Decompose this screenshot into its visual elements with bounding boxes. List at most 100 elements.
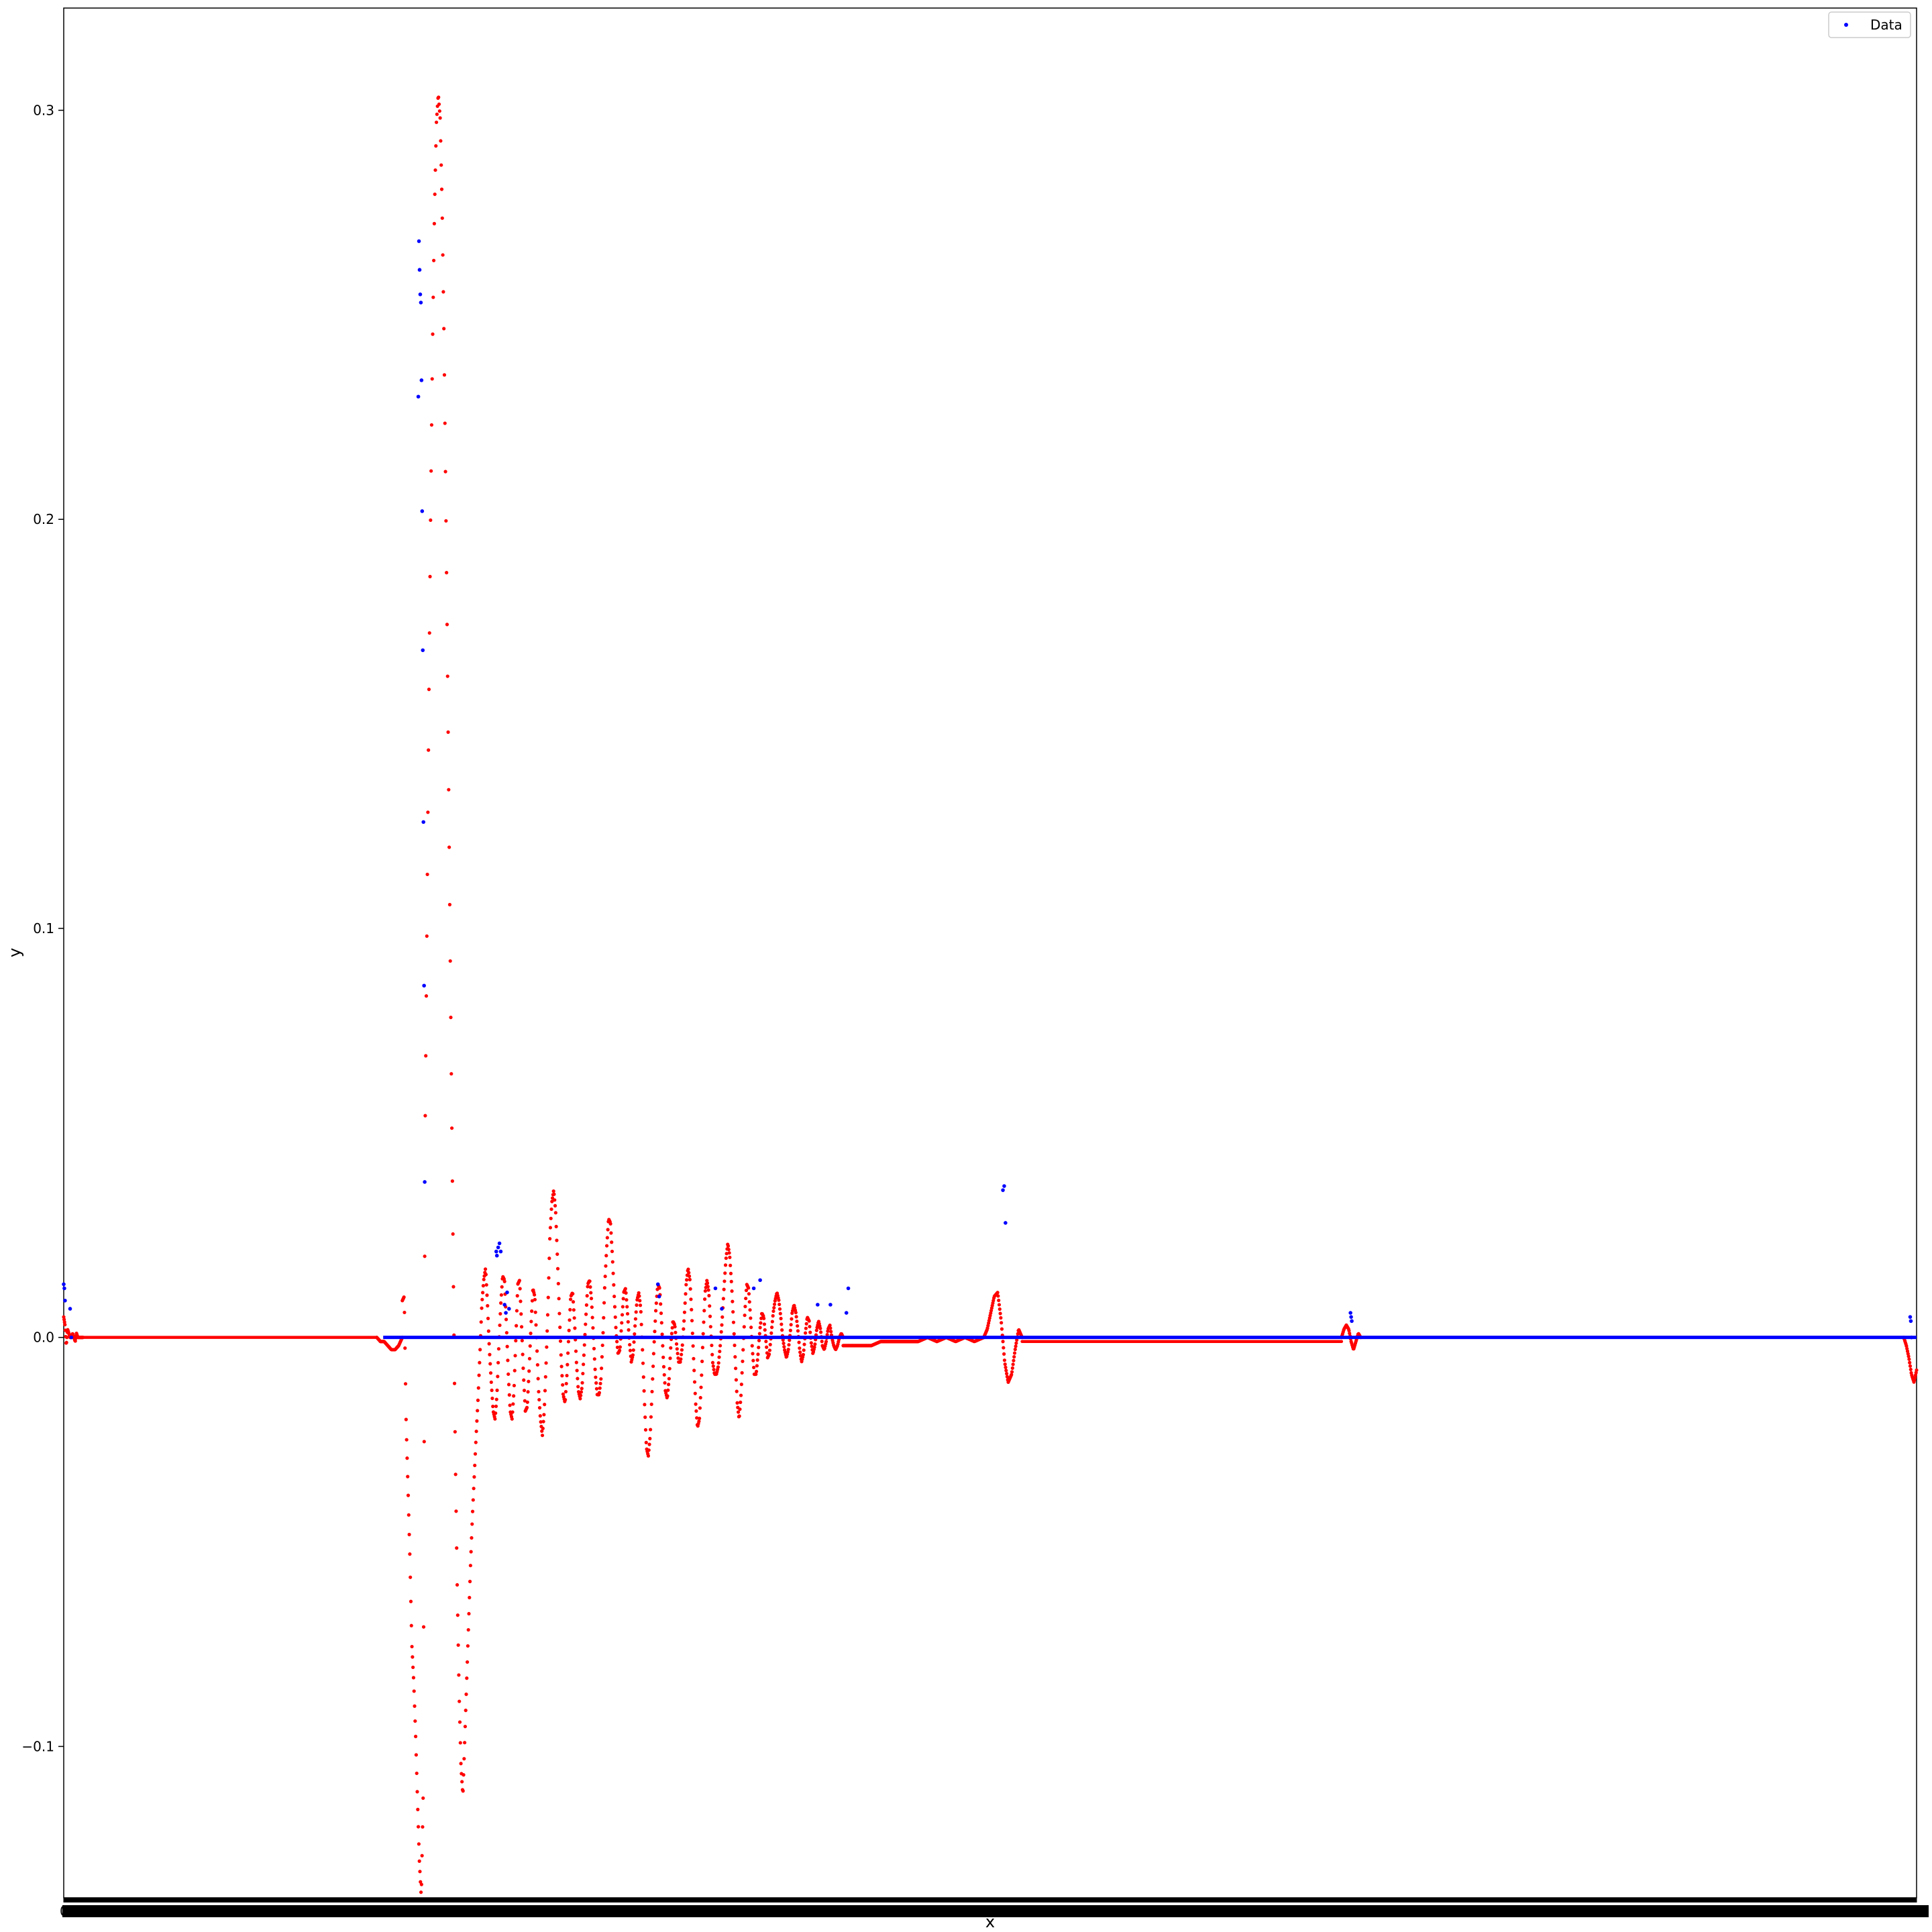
red-series-point — [619, 1329, 623, 1333]
red-series-point — [654, 1301, 658, 1305]
red-series-point — [560, 1374, 564, 1378]
red-series-point — [499, 1293, 504, 1297]
red-series-point — [722, 1279, 727, 1283]
legend-marker — [1844, 23, 1848, 27]
red-series-point — [605, 1236, 609, 1240]
red-series — [62, 95, 1919, 1894]
red-series-point — [535, 1349, 539, 1353]
red-series-point — [428, 574, 432, 579]
red-series-point — [471, 1498, 475, 1502]
red-series-point — [581, 1371, 585, 1376]
red-series-point — [470, 1522, 474, 1526]
red-series-point — [807, 1319, 811, 1323]
data-point — [421, 648, 425, 653]
red-series-point — [812, 1345, 816, 1349]
red-series-point — [625, 1311, 630, 1316]
red-series-point — [710, 1360, 715, 1364]
red-series-point — [536, 1377, 540, 1381]
x-axis-ticks: 0 — [60, 1898, 1929, 1919]
red-series-point — [779, 1316, 783, 1321]
red-series-point — [638, 1303, 643, 1307]
red-series-point — [652, 1340, 656, 1344]
red-series-point — [737, 1414, 741, 1418]
red-series-point — [706, 1288, 710, 1292]
red-series-point — [757, 1338, 761, 1342]
red-series-point — [485, 1293, 489, 1297]
red-series-point — [410, 1644, 414, 1649]
red-series-point — [820, 1340, 824, 1344]
red-series-point — [593, 1367, 597, 1371]
red-series-point — [559, 1364, 564, 1368]
red-series-point — [446, 730, 450, 734]
red-series-point — [669, 1332, 674, 1336]
red-series-point — [601, 1331, 605, 1335]
red-series-point — [668, 1356, 672, 1360]
red-series-point — [758, 1326, 762, 1330]
data-point — [69, 1335, 74, 1340]
red-series-point — [675, 1347, 679, 1351]
red-series-point — [529, 1320, 533, 1324]
red-series-point — [421, 1796, 425, 1801]
red-series-point — [515, 1309, 519, 1313]
red-series-point — [466, 1644, 470, 1648]
red-series-point — [688, 1277, 692, 1282]
red-series-point — [458, 1720, 462, 1724]
red-series-point — [429, 423, 434, 427]
red-series-point — [733, 1355, 737, 1359]
red-series-point — [484, 1283, 488, 1287]
red-series-point — [486, 1316, 490, 1320]
red-series-point — [797, 1340, 801, 1344]
red-series-point — [415, 1771, 419, 1776]
red-series-point — [682, 1319, 686, 1323]
red-series-point — [486, 1303, 490, 1308]
red-series-point — [1001, 1340, 1005, 1344]
red-series-point — [506, 1383, 511, 1387]
red-series-point — [582, 1362, 586, 1366]
data-point — [62, 1282, 66, 1287]
data-point — [1909, 1319, 1913, 1324]
red-series-point — [744, 1296, 748, 1301]
legend-label: Data — [1870, 17, 1902, 33]
red-series-point — [547, 1276, 551, 1280]
red-series-point — [594, 1387, 599, 1391]
red-series-point — [685, 1278, 689, 1282]
red-series-point — [646, 1454, 651, 1458]
red-series-point — [618, 1348, 622, 1352]
red-series-point — [720, 1323, 724, 1327]
red-series-point — [649, 1428, 653, 1432]
red-series-point — [571, 1292, 575, 1296]
red-series-point — [682, 1327, 686, 1331]
data-point — [419, 301, 423, 305]
red-series-point — [618, 1345, 622, 1349]
red-series-point — [520, 1338, 524, 1343]
red-series-point — [710, 1352, 714, 1356]
red-series-point — [491, 1404, 495, 1409]
red-series-point — [550, 1199, 554, 1203]
red-series-point — [555, 1238, 559, 1242]
red-series-point — [430, 377, 434, 381]
red-series-point — [1012, 1355, 1016, 1359]
red-series-point — [406, 1474, 410, 1479]
red-series-point — [728, 1255, 732, 1259]
red-series-point — [769, 1331, 773, 1335]
red-series-point — [813, 1342, 817, 1346]
red-series-point — [480, 1306, 484, 1310]
red-series-point — [808, 1330, 812, 1334]
red-series-point — [621, 1297, 625, 1301]
red-series-point — [739, 1393, 743, 1397]
red-series-point — [637, 1294, 641, 1298]
red-series-point — [432, 221, 437, 225]
data-point — [498, 1249, 503, 1254]
red-series-point — [824, 1340, 828, 1344]
red-series-point — [580, 1381, 584, 1385]
red-series-point — [700, 1373, 704, 1377]
red-series-point — [661, 1364, 666, 1369]
red-series-point — [731, 1309, 735, 1314]
red-series-point — [461, 1789, 465, 1793]
red-series-point — [589, 1291, 593, 1295]
red-series-point — [755, 1358, 759, 1362]
red-series-point — [634, 1310, 638, 1314]
red-series-point — [751, 1358, 755, 1362]
red-series-point — [483, 1267, 488, 1271]
